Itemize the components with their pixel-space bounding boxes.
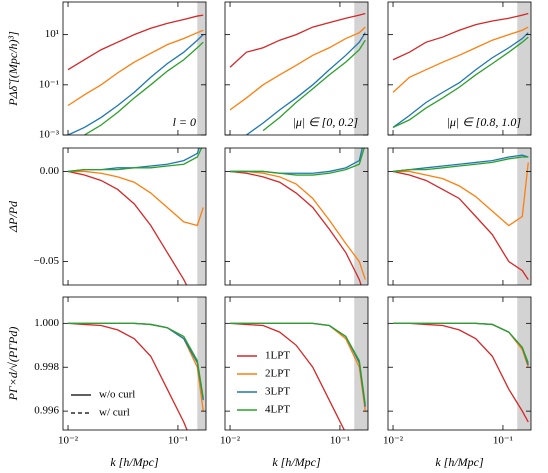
panel-annotation: |μ| ∈ [0, 0.2]	[293, 115, 359, 129]
shaded-band	[197, 297, 206, 430]
series-line	[262, 39, 366, 132]
series-line	[393, 322, 529, 364]
series-line	[68, 322, 204, 401]
legend-label: 4LPT	[265, 404, 290, 416]
series-line	[392, 26, 529, 93]
series-line	[229, 26, 366, 111]
legend-label: 2LPT	[265, 368, 290, 380]
series-line	[67, 322, 188, 430]
x-tick-label: 10⁻¹	[168, 435, 188, 447]
series-line	[230, 148, 365, 176]
series-line	[229, 12, 366, 68]
linestyle-label: w/ curl	[99, 407, 130, 419]
y-tick-label: 10¹	[45, 28, 59, 40]
shaded-band	[517, 148, 531, 285]
x-axis-label: k [h/Mpc]	[272, 455, 321, 469]
series-line	[68, 170, 204, 227]
y-axis-label: ΔP/Pd	[6, 200, 20, 233]
panel-annotation: l = 0	[173, 115, 196, 129]
series-line	[230, 322, 366, 405]
series-line	[67, 148, 203, 173]
shaded-band	[354, 148, 368, 285]
series-line	[229, 322, 345, 430]
panel-frame	[62, 147, 207, 286]
series-line	[393, 162, 529, 227]
y-tick-label: 0.996	[34, 405, 59, 417]
y-tick-label: 1.000	[34, 317, 59, 329]
x-tick-label: 10⁻²	[58, 435, 79, 447]
panel-frame	[224, 1, 369, 136]
series-line	[392, 170, 529, 280]
panel-frame	[224, 296, 369, 431]
shaded-band	[354, 297, 368, 430]
x-axis-label: k [h/Mpc]	[110, 455, 159, 469]
y-axis-label: PΓ×d/√(PΓPd)	[6, 327, 20, 402]
panel-plot	[229, 148, 368, 285]
series-line	[392, 32, 529, 128]
x-axis-label: k [h/Mpc]	[435, 455, 484, 469]
legend-label: 3LPT	[265, 386, 290, 398]
x-tick-label: 10⁻¹	[330, 435, 350, 447]
shaded-band	[197, 148, 206, 285]
panel-plot	[392, 148, 531, 285]
series-line	[84, 41, 204, 135]
series-line	[393, 322, 529, 366]
panel-frame	[224, 147, 369, 286]
x-tick-label: 10⁻²	[220, 435, 241, 447]
panel-frame	[62, 296, 207, 431]
series-line	[230, 170, 366, 280]
shaded-band	[517, 2, 531, 135]
x-tick-label: 10⁻¹	[493, 435, 513, 447]
y-tick-label: 0.998	[34, 361, 59, 373]
series-line	[229, 170, 362, 285]
panel-plot	[67, 148, 206, 285]
shaded-band	[354, 2, 368, 135]
panel-plot	[392, 2, 531, 135]
shaded-band	[197, 2, 206, 135]
panel-frame	[387, 147, 532, 286]
series-line	[67, 34, 204, 135]
panel-plot	[67, 2, 206, 135]
series-line	[67, 170, 188, 285]
panel-frame	[387, 1, 532, 136]
series-line	[393, 322, 529, 423]
y-tick-label: −0.05	[34, 255, 60, 267]
series-line	[67, 29, 204, 107]
panel-frame	[387, 296, 532, 431]
panel-plot	[229, 297, 368, 430]
panel-plot	[393, 297, 531, 430]
panel-annotation: |μ| ∈ [0.8, 1.0]	[447, 115, 522, 129]
shaded-band	[517, 297, 531, 430]
linestyle-label: w/o curl	[99, 389, 135, 401]
series-line	[246, 32, 366, 135]
series-line	[67, 14, 204, 71]
panel-plot	[229, 2, 368, 135]
legend-label: 1LPT	[265, 350, 290, 362]
x-tick-label: 10⁻²	[383, 435, 404, 447]
series-line	[392, 12, 529, 61]
series-line	[67, 148, 200, 173]
panel-frame	[62, 1, 207, 136]
series-line	[392, 154, 529, 173]
series-line	[393, 322, 529, 368]
series-line	[392, 36, 529, 129]
panel-plot	[67, 297, 206, 430]
y-axis-label: PΔδ̃ [(Mpc/h)³]	[6, 31, 20, 107]
series-line	[68, 322, 204, 399]
series-line	[392, 156, 529, 173]
series-line	[230, 148, 363, 174]
y-tick-label: 10⁻¹	[39, 78, 59, 90]
y-tick-label: 0.00	[40, 165, 60, 177]
y-tick-label: 10⁻³	[39, 129, 60, 141]
